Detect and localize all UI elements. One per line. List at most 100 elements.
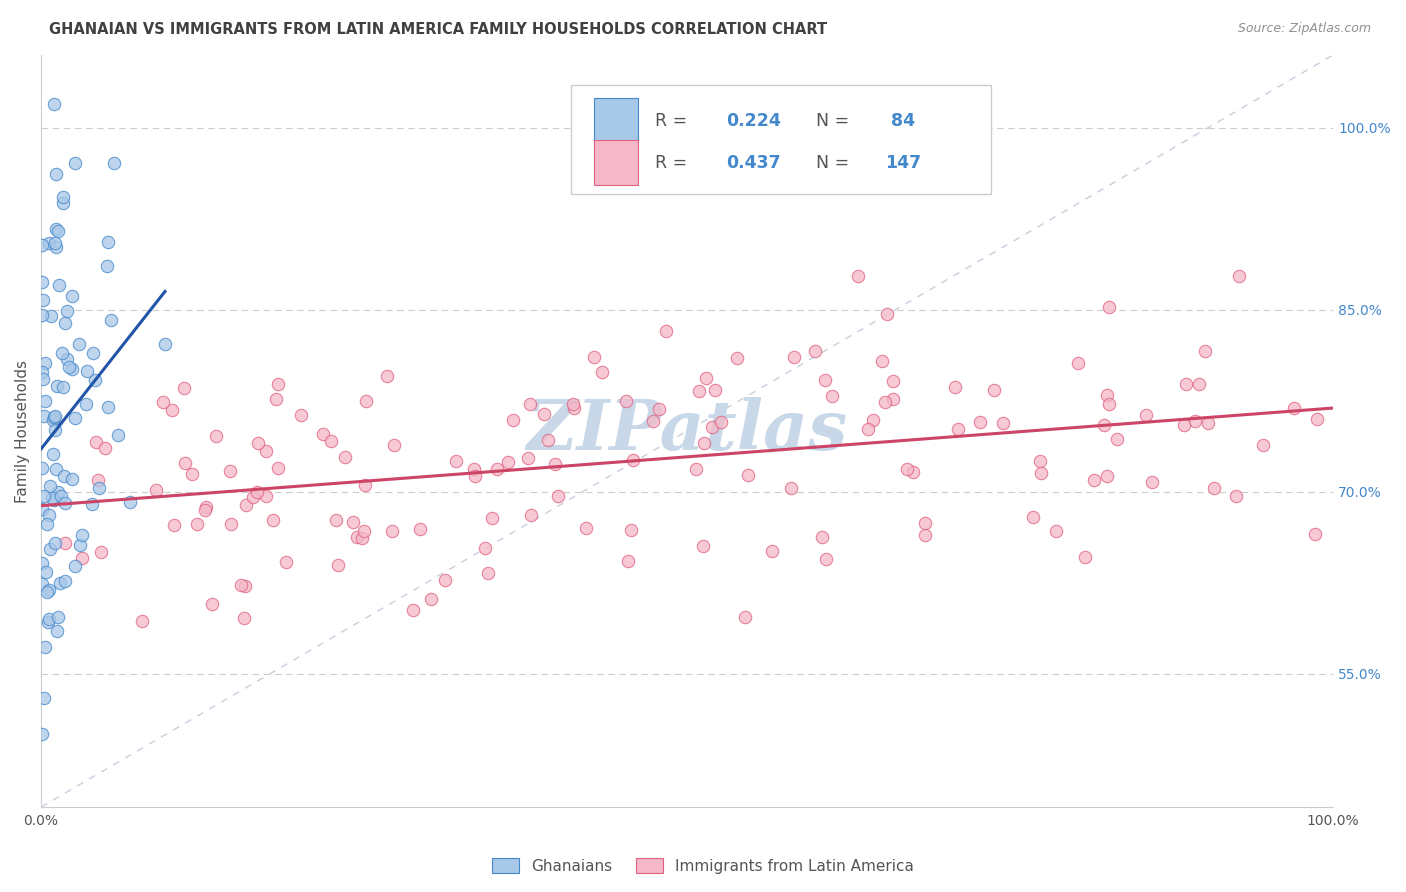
Point [37, 615, 59, 629]
Point [32, 372, 55, 386]
Point [946, 422, 969, 436]
Point [1227, 268, 1250, 283]
Point [31, 577, 53, 591]
Point [38, 479, 60, 493]
Point [562, 397, 585, 411]
Point [194, 502, 217, 516]
Point [38, 582, 60, 597]
Point [180, 467, 202, 482]
Text: Source: ZipAtlas.com: Source: ZipAtlas.com [1237, 22, 1371, 36]
Point [46, 610, 69, 624]
Point [346, 529, 368, 543]
Point [352, 531, 374, 545]
Point [1028, 454, 1050, 468]
Text: 147: 147 [884, 153, 921, 171]
Point [1194, 343, 1216, 358]
Point [943, 379, 966, 393]
Point [481, 511, 503, 525]
Point [42, 410, 65, 425]
Point [163, 517, 186, 532]
Point [969, 415, 991, 429]
Point [1135, 408, 1157, 422]
Point [335, 450, 357, 464]
Point [96, 259, 118, 273]
Point [1175, 377, 1198, 392]
Point [262, 513, 284, 527]
Point [914, 516, 936, 531]
Point [695, 371, 717, 385]
Point [419, 591, 441, 606]
Point [63, 156, 86, 170]
Point [591, 365, 613, 379]
Point [49, 489, 72, 503]
Point [264, 392, 287, 406]
Point [70, 550, 93, 565]
Point [107, 428, 129, 442]
Point [235, 499, 257, 513]
Point [233, 579, 256, 593]
Point [246, 436, 269, 450]
Point [1045, 524, 1067, 538]
Point [31, 365, 53, 379]
Point [75, 397, 97, 411]
Point [914, 528, 936, 542]
Point [463, 462, 485, 476]
Point [354, 478, 377, 492]
Point [1097, 468, 1119, 483]
Point [688, 384, 710, 398]
Point [882, 374, 904, 388]
Point [821, 389, 844, 403]
Point [53, 316, 76, 330]
Point [100, 313, 122, 327]
Text: GHANAIAN VS IMMIGRANTS FROM LATIN AMERICA FAMILY HOUSEHOLDS CORRELATION CHART: GHANAIAN VS IMMIGRANTS FROM LATIN AMERIC… [49, 22, 827, 37]
Point [617, 553, 640, 567]
Point [876, 307, 898, 321]
Point [814, 373, 837, 387]
Point [1066, 356, 1088, 370]
Point [42, 96, 65, 111]
Point [856, 422, 879, 436]
Point [53, 535, 76, 549]
Point [34, 356, 56, 370]
Point [434, 574, 457, 588]
Point [342, 516, 364, 530]
Point [31, 308, 53, 322]
Point [55, 304, 77, 318]
Point [70, 528, 93, 542]
Point [547, 489, 569, 503]
Text: 0.224: 0.224 [725, 112, 780, 129]
Text: R =: R = [655, 153, 692, 171]
Point [52, 189, 75, 203]
Point [446, 454, 468, 468]
Point [34, 691, 56, 706]
Point [34, 640, 56, 654]
Point [42, 410, 65, 425]
Point [692, 540, 714, 554]
Point [621, 452, 644, 467]
Point [267, 376, 290, 391]
Point [42, 413, 65, 427]
Point [45, 222, 67, 236]
Point [32, 409, 55, 424]
Point [1197, 417, 1219, 431]
Point [58, 359, 80, 374]
Point [862, 413, 884, 427]
Point [63, 411, 86, 425]
Point [1140, 475, 1163, 490]
Point [704, 383, 727, 397]
Point [82, 497, 104, 511]
Point [655, 324, 678, 338]
Point [41, 491, 63, 506]
Point [173, 457, 195, 471]
Point [614, 394, 637, 409]
Point [685, 462, 707, 476]
Point [486, 462, 509, 476]
Point [520, 508, 543, 522]
Point [52, 468, 75, 483]
FancyBboxPatch shape [571, 86, 990, 194]
Point [575, 521, 598, 535]
Point [31, 556, 53, 570]
Point [87, 473, 110, 487]
Point [325, 512, 347, 526]
Point [44, 409, 66, 424]
